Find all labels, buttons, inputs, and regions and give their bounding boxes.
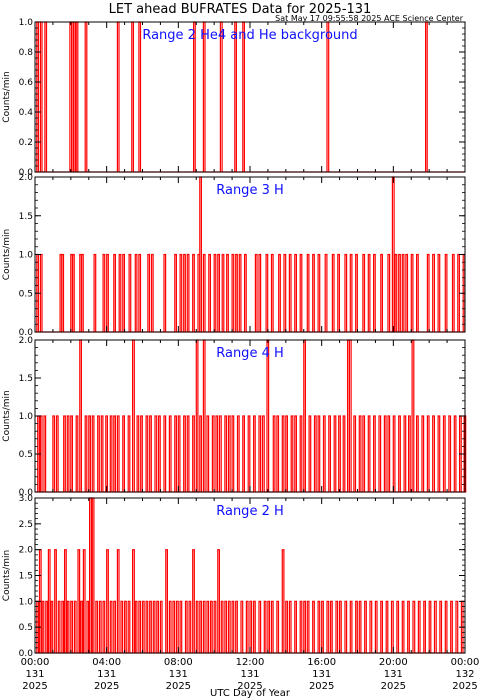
y-axis-label: Counts/min	[2, 229, 12, 280]
panel-4: 0.0 0.5 1.0 1.5 2.0 2.5 3.0 Counts/min Range 2 H	[2, 494, 466, 659]
y-tick-label: 0.0	[19, 649, 34, 659]
y-tick-label: 0.6	[19, 78, 34, 88]
panel-3: 0.0 0.5 1.0 1.5 2.0 Counts/min Range 4 H	[2, 336, 467, 498]
y-tick-label: 2.0	[19, 546, 34, 556]
x-tick-label: 131	[25, 669, 44, 680]
y-tick-label: 0.5	[19, 450, 33, 460]
y-tick-label: 2.0	[19, 173, 34, 183]
panel-title: Range 3 H	[216, 183, 284, 198]
x-tick-label: 16:00	[307, 657, 336, 668]
panel-title: Range 2 H	[216, 504, 284, 519]
x-tick-labels: 00:00131202504:00131202508:00131202512:0…	[21, 657, 479, 692]
y-tick-label: 1.5	[19, 572, 33, 582]
panels-group: 0.0 0.2 0.4 0.6 0.8 1.0 Counts/min Range 2 He4 …	[2, 18, 467, 659]
y-axis-label: Counts/min	[2, 390, 12, 441]
y-tick-label: 2.0	[19, 336, 34, 346]
y-tick-label: 0.0	[19, 328, 34, 338]
series-line	[35, 339, 467, 493]
y-tick-label: 1.0	[19, 412, 34, 422]
y-tick-label: 2.5	[19, 520, 33, 530]
panel-title: Range 4 H	[216, 346, 284, 361]
y-axis-label: Counts/min	[2, 71, 12, 122]
x-tick-label: 132	[455, 669, 474, 680]
x-tick-label: 2025	[452, 681, 477, 692]
x-tick-label: 2025	[22, 681, 47, 692]
x-tick-label: 08:00	[164, 657, 193, 668]
x-tick-label: 04:00	[92, 657, 121, 668]
y-tick-label: 0.2	[19, 138, 33, 148]
x-tick-label: 12:00	[236, 657, 265, 668]
series-line	[35, 176, 466, 333]
chart-title: LET ahead BUFRATES Data for 2025-131	[109, 2, 372, 17]
x-tick-label: 131	[169, 669, 188, 680]
x-tick-label: 2025	[237, 681, 262, 692]
y-tick-label: 1.5	[19, 212, 33, 222]
panel-2: 0.0 0.5 1.0 1.5 2.0 Counts/min Range 3 H	[2, 173, 466, 338]
y-tick-label: 0.8	[19, 48, 34, 58]
series-line	[35, 21, 465, 173]
y-tick-label: 1.0	[19, 251, 34, 261]
x-tick-label: 00:00	[21, 657, 50, 668]
y-tick-label: 1.5	[19, 374, 33, 384]
y-tick-label: 0.4	[19, 108, 34, 118]
x-tick-label: 131	[240, 669, 259, 680]
x-tick-label: 131	[312, 669, 331, 680]
panel-title: Range 2 He4 and He background	[142, 28, 357, 43]
x-axis-label: UTC Day of Year	[210, 688, 291, 699]
timestamp-label: Sat May 17 09:55:58 2025 ACE Science Cen…	[275, 14, 464, 23]
x-tick-label: 2025	[94, 681, 119, 692]
y-tick-label: 0.5	[19, 289, 33, 299]
y-axis-label: Counts/min	[2, 550, 12, 601]
series-line	[35, 497, 465, 654]
x-tick-label: 2025	[381, 681, 406, 692]
y-tick-label: 0.0	[19, 168, 34, 178]
x-tick-label: 131	[97, 669, 116, 680]
panel-1: 0.0 0.2 0.4 0.6 0.8 1.0 Counts/min Range 2 He4 …	[2, 18, 466, 178]
x-tick-label: 20:00	[379, 657, 408, 668]
y-tick-label: 1.0	[19, 597, 34, 607]
y-tick-label: 0.0	[19, 488, 34, 498]
plot-frame	[34, 21, 466, 173]
x-tick-label: 131	[384, 669, 403, 680]
y-tick-label: 3.0	[19, 494, 34, 504]
x-tick-label: 2025	[309, 681, 334, 692]
x-tick-label: 2025	[166, 681, 191, 692]
y-tick-label: 0.5	[19, 623, 33, 633]
y-tick-label: 1.0	[19, 18, 34, 28]
x-tick-label: 00:00	[451, 657, 479, 668]
